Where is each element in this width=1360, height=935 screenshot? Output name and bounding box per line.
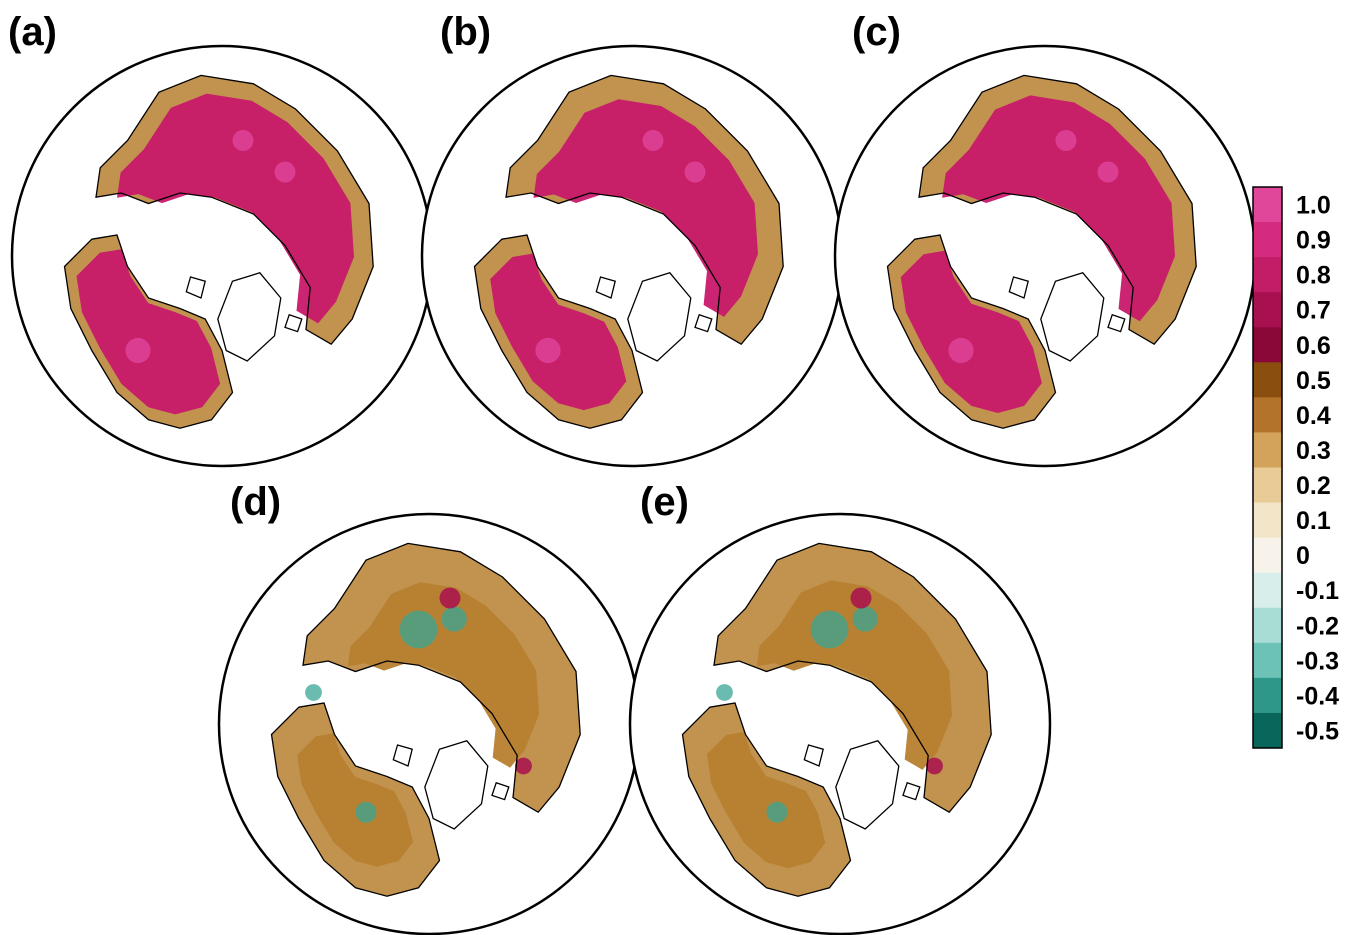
teal-anomaly [811, 611, 849, 649]
colorbar-swatch [1253, 327, 1282, 363]
colorbar-swatch [1253, 643, 1282, 679]
high-value-patch [948, 338, 973, 363]
colorbar-tick-label: 0.8 [1296, 262, 1331, 290]
high-value-patch [643, 130, 664, 151]
colorbar: 1.0 0.9 0.8 0.7 0.6 0.5 0.4 0.3 0.2 0.1 0 -0.1 -0.2 -… [1253, 187, 1339, 749]
high-value-patch [125, 338, 150, 363]
teal-anomaly [442, 606, 467, 631]
colorbar-tick-label: 0.9 [1296, 227, 1331, 255]
high-value-patch [535, 338, 560, 363]
red-anomaly [851, 588, 872, 609]
red-anomaly [515, 758, 532, 775]
colorbar-tick-label: 0.5 [1296, 367, 1331, 395]
colorbar-tick-label: -0.2 [1296, 612, 1339, 640]
colorbar-swatch [1253, 713, 1282, 749]
panel-label-c: (c) [852, 12, 901, 52]
map-panel-c [835, 46, 1255, 466]
map-panel-a [12, 46, 432, 466]
high-value-patch [1056, 130, 1077, 151]
colorbar-tick-label: 0.4 [1296, 402, 1331, 430]
high-value-patch [275, 162, 296, 183]
colorbar-tick-label: -0.4 [1296, 682, 1339, 710]
panel-label-a: (a) [8, 12, 57, 52]
colorbar-swatch [1253, 292, 1282, 328]
colorbar-swatch [1253, 573, 1282, 609]
panel-label-b: (b) [440, 12, 491, 52]
colorbar-tick-label: -0.5 [1296, 717, 1339, 745]
colorbar-swatch [1253, 222, 1282, 258]
high-value-patch [233, 130, 254, 151]
teal-anomaly [853, 606, 878, 631]
high-value-patch [685, 162, 706, 183]
colorbar-tick-label: -0.1 [1296, 577, 1339, 605]
colorbar-swatch [1253, 608, 1282, 644]
colorbar-swatch [1253, 362, 1282, 398]
teal-anomaly [305, 684, 322, 701]
teal-anomaly [400, 611, 438, 649]
teal-anomaly [356, 802, 377, 823]
colorbar-tick-label: 0.3 [1296, 437, 1331, 465]
red-anomaly [926, 758, 943, 775]
colorbar-swatch [1253, 678, 1282, 714]
map-panel-b [422, 46, 842, 466]
colorbar-swatch [1253, 468, 1282, 504]
map-panel-d [219, 514, 639, 934]
colorbar-tick-label: 0 [1296, 542, 1310, 570]
colorbar-tick-label: 0.2 [1296, 472, 1331, 500]
high-value-patch [1098, 162, 1119, 183]
colorbar-tick-label: 0.7 [1296, 297, 1331, 325]
colorbar-swatch [1253, 538, 1282, 574]
teal-anomaly [767, 802, 788, 823]
colorbar-swatch [1253, 503, 1282, 539]
colorbar-swatch [1253, 187, 1282, 223]
colorbar-tick-label: 0.1 [1296, 507, 1331, 535]
colorbar-tick-label: 0.6 [1296, 332, 1331, 360]
colorbar-tick-label: -0.3 [1296, 647, 1339, 675]
panel-label-d: (d) [230, 482, 281, 522]
colorbar-tick-label: 1.0 [1296, 192, 1331, 220]
red-anomaly [440, 588, 461, 609]
map-panel-e [630, 514, 1050, 934]
panel-label-e: (e) [640, 482, 689, 522]
colorbar-swatch [1253, 432, 1282, 468]
colorbar-swatch [1253, 397, 1282, 433]
colorbar-swatch [1253, 257, 1282, 293]
teal-anomaly [716, 684, 733, 701]
